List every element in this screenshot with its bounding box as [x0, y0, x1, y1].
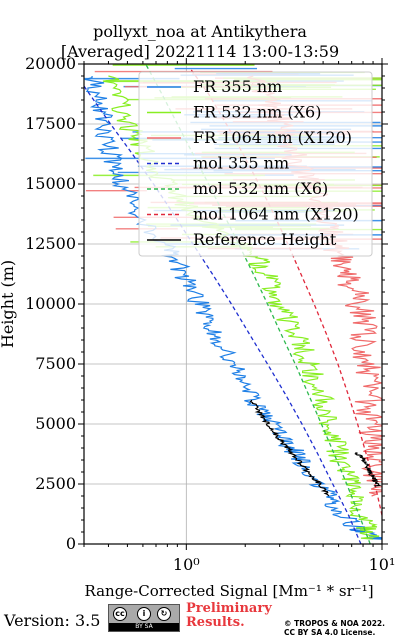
cc-badge-text: BY SA	[109, 623, 179, 631]
y-tick-label: 17500	[25, 114, 76, 133]
series-line-mol-355-nm	[84, 85, 362, 544]
preliminary-line-1: Preliminary	[186, 601, 272, 616]
cc-icon: cc	[113, 607, 127, 621]
y-tick-label: 2500	[35, 474, 76, 493]
version-label: Version: 3.5	[4, 611, 101, 630]
y-tick-label: 0	[66, 534, 76, 553]
preliminary-results-label: Preliminary Results.	[186, 602, 272, 630]
legend-entry: FR 532 nm (X6)	[193, 103, 321, 122]
legend-box	[138, 71, 373, 257]
chart-subtitle: [Averaged] 20221114 13:00-13:59	[60, 42, 340, 61]
series-line-reference-height	[354, 452, 382, 487]
legend-entry: mol 1064 nm (X120)	[193, 205, 359, 224]
series-line-mol-1064-nm-x120-	[189, 68, 382, 516]
y-axis-label: Height (m)	[0, 260, 17, 348]
legend-entry: Reference Height	[193, 230, 337, 249]
cc-license-badge[interactable]: cc i ↻ BY SA	[108, 604, 180, 632]
legend-entry: FR 1064 nm (X120)	[193, 128, 352, 147]
legend-entry: mol 532 nm (X6)	[193, 179, 328, 198]
copyright-notice: © TROPOS & NOA 2022. CC BY SA 4.0 Licens…	[284, 619, 385, 637]
share-alike-icon: ↻	[157, 607, 171, 621]
y-tick-label: 12500	[25, 234, 76, 253]
series-line-mol-532-nm-x6-	[145, 64, 371, 544]
legend-entry: mol 355 nm	[193, 154, 289, 173]
series-line-reference-height	[249, 399, 330, 497]
x-tick-label: 10¹	[369, 555, 396, 574]
y-tick-label: 15000	[25, 174, 76, 193]
y-tick-label: 7500	[35, 354, 76, 373]
y-tick-label: 5000	[35, 414, 76, 433]
chart-title: pollyxt_noa at Antikythera	[93, 22, 307, 41]
copyright-line-2: CC BY SA 4.0 License.	[284, 628, 376, 637]
x-tick-label: 10⁰	[173, 555, 200, 574]
attribution-icon: i	[137, 607, 151, 621]
legend-entry: FR 355 nm	[193, 77, 282, 96]
x-axis-label: Range-Corrected Signal [Mm⁻¹ * sr⁻¹]	[84, 582, 373, 600]
lidar-profile-chart: 10⁰ 10¹ 0 2500 5000 7500 10000 12500 15000 17500 2…	[0, 54, 396, 600]
preliminary-line-2: Results.	[186, 615, 245, 630]
y-tick-label: 20000	[25, 54, 76, 73]
copyright-line-1: © TROPOS & NOA 2022.	[284, 619, 386, 628]
y-tick-label: 10000	[25, 294, 76, 313]
series-line-fr-355-nm	[84, 75, 382, 540]
